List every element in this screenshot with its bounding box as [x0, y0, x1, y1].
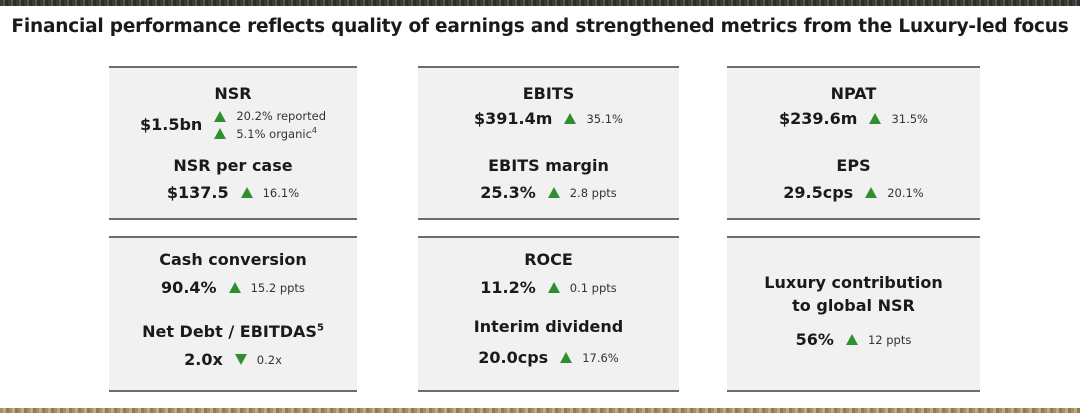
roce-row: 11.2% 0.1 ppts: [418, 278, 679, 297]
net-debt-change: 0.2x: [256, 352, 282, 367]
eps-change: 20.1%: [887, 185, 924, 200]
luxury-contribution-change: 12 ppts: [867, 332, 912, 347]
triangle-up-icon: [865, 187, 878, 198]
cash-conversion-value: 90.4%: [161, 278, 217, 297]
eps-value: 29.5cps: [783, 183, 854, 202]
nsr-per-case-row: $137.5 16.1%: [109, 183, 357, 202]
nsr-per-case-label: NSR per case: [173, 156, 293, 175]
page-title: Financial performance reflects quality o…: [11, 16, 1069, 37]
ebits-row: $391.4m 35.1%: [418, 109, 679, 128]
card-luxury-contribution: Luxury contribution to global NSR 56% 12…: [727, 236, 980, 392]
ebits-margin-label: EBITS margin: [488, 156, 609, 175]
triangle-up-icon: [845, 334, 858, 345]
interim-dividend-label: Interim dividend: [473, 317, 624, 336]
roce-change: 0.1 ppts: [569, 280, 617, 295]
triangle-up-icon: [564, 113, 577, 124]
interim-dividend-row: 20.0cps 17.6%: [418, 348, 679, 367]
triangle-up-icon: [547, 282, 560, 293]
triangle-up-icon: [560, 352, 573, 363]
card-ebits: EBITS $391.4m 35.1% EBITS margin 25.3% 2…: [418, 66, 679, 220]
triangle-up-icon: [214, 110, 227, 122]
card-nsr: NSR $1.5bn 20.2% reported 5.1% organic4 …: [109, 66, 357, 220]
cash-conversion-change: 15.2 ppts: [250, 280, 305, 295]
triangle-up-icon: [547, 187, 560, 198]
npat-label: NPAT: [830, 84, 877, 103]
net-debt-row: 2.0x 0.2x: [109, 350, 357, 369]
interim-dividend-value: 20.0cps: [478, 348, 549, 367]
luxury-contribution-row: 56% 12 ppts: [727, 330, 980, 349]
interim-dividend-change: 17.6%: [582, 350, 619, 365]
top-decorative-border: [0, 0, 1080, 6]
triangle-up-icon: [869, 113, 882, 124]
net-debt-value: 2.0x: [184, 350, 223, 369]
ebits-margin-change: 2.8 ppts: [569, 185, 617, 200]
luxury-contribution-label-line1: Luxury contribution: [764, 273, 943, 292]
ebits-change: 35.1%: [586, 111, 623, 126]
nsr-per-case-change: 16.1%: [262, 185, 300, 200]
triangle-up-icon: [240, 187, 253, 198]
luxury-contribution-label-line2: to global NSR: [792, 296, 915, 315]
cash-conversion-label: Cash conversion: [159, 250, 307, 269]
bottom-decorative-border: [0, 408, 1080, 413]
nsr-row: $1.5bn 20.2% reported 5.1% organic4: [109, 109, 357, 141]
ebits-label: EBITS: [522, 84, 575, 103]
nsr-value: $1.5bn: [139, 115, 203, 135]
cash-conversion-row: 90.4% 15.2 ppts: [109, 278, 357, 297]
npat-change: 31.5%: [891, 111, 928, 126]
ebits-margin-value: 25.3%: [480, 183, 536, 202]
net-debt-label: Net Debt / EBITDAS5: [142, 322, 324, 341]
ebits-value: $391.4m: [474, 109, 553, 128]
npat-value: $239.6m: [779, 109, 858, 128]
nsr-label: NSR: [214, 84, 252, 103]
luxury-contribution-value: 56%: [795, 330, 834, 349]
nsr-organic-change: 5.1% organic4: [214, 126, 326, 141]
nsr-reported-change: 20.2% reported: [214, 109, 326, 123]
npat-row: $239.6m 31.5%: [727, 109, 980, 128]
card-roce: ROCE 11.2% 0.1 ppts Interim dividend 20.…: [418, 236, 679, 392]
eps-row: 29.5cps 20.1%: [727, 183, 980, 202]
triangle-up-icon: [228, 282, 241, 293]
card-npat: NPAT $239.6m 31.5% EPS 29.5cps 20.1%: [727, 66, 980, 220]
eps-label: EPS: [836, 156, 871, 175]
nsr-per-case-value: $137.5: [166, 183, 229, 202]
triangle-up-icon: [214, 127, 227, 139]
roce-label: ROCE: [524, 250, 573, 269]
card-cash-conversion: Cash conversion 90.4% 15.2 ppts Net Debt…: [109, 236, 357, 392]
ebits-margin-row: 25.3% 2.8 ppts: [418, 183, 679, 202]
triangle-down-icon: [234, 354, 247, 365]
roce-value: 11.2%: [480, 278, 536, 297]
